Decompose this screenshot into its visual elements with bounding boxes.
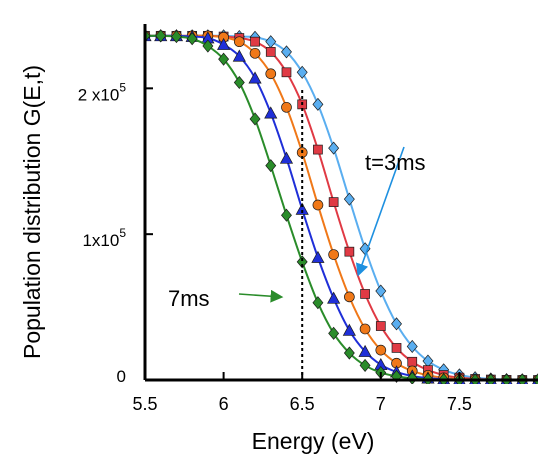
data-point — [249, 112, 261, 126]
data-point — [202, 39, 214, 53]
data-point — [281, 101, 292, 113]
data-point — [217, 37, 231, 50]
data-point — [264, 106, 278, 119]
data-point — [342, 323, 356, 336]
data-point — [375, 284, 387, 298]
data-point — [248, 71, 262, 84]
series-line — [145, 34, 538, 382]
data-point — [312, 97, 324, 111]
data-point — [249, 47, 261, 59]
data-point — [343, 346, 355, 360]
y-tick-label: 2 x105 — [78, 80, 127, 104]
series-2 — [145, 30, 538, 384]
x-tick-label: 6.5 — [290, 394, 315, 414]
x-tick-label: 5.5 — [132, 394, 157, 414]
data-point — [391, 317, 402, 331]
series-line — [145, 34, 538, 382]
axes-layer — [143, 24, 538, 382]
data-point — [311, 250, 325, 263]
data-point — [358, 344, 372, 357]
series-line — [145, 34, 538, 381]
data-point — [328, 197, 339, 207]
data-point — [406, 339, 418, 354]
data-point — [218, 52, 230, 66]
x-tick-label: 7.5 — [447, 394, 472, 414]
data-point — [265, 47, 276, 57]
data-point — [281, 67, 292, 78]
annotation-7ms-arrow — [238, 289, 284, 303]
x-tick-label: 6 — [219, 394, 229, 414]
data-point — [360, 289, 370, 299]
data-point — [296, 65, 308, 79]
data-point — [265, 68, 277, 80]
data-point — [233, 36, 245, 48]
series-1 — [145, 29, 538, 384]
y-tick-label: 0 — [117, 367, 126, 386]
annotation-7ms: 7ms — [168, 286, 210, 311]
x-axis-label: Energy (eV) — [252, 428, 375, 454]
annotations-layer: t=3ms 7ms — [168, 146, 426, 311]
data-point — [391, 343, 402, 353]
annotation-3ms: t=3ms — [365, 150, 426, 175]
data-point — [407, 356, 418, 367]
data-point — [279, 151, 294, 164]
data-point — [232, 49, 246, 62]
ticks-layer: 5.5 6 6.5 7 7.5 0 1x105 2 x105 — [78, 80, 472, 414]
x-tick-label: 7 — [376, 394, 386, 414]
data-point — [281, 45, 292, 59]
data-point — [250, 36, 260, 47]
data-point — [312, 296, 324, 310]
data-point — [312, 199, 324, 211]
data-point — [343, 192, 355, 206]
y-axis-label: Population distribution G(E,t) — [19, 65, 45, 359]
data-point — [375, 321, 386, 331]
data-point — [295, 202, 309, 215]
data-point — [327, 291, 341, 304]
data-point — [344, 246, 355, 257]
data-point — [155, 29, 167, 43]
data-point — [265, 159, 277, 173]
data-point — [328, 249, 339, 260]
data-point — [233, 75, 245, 90]
data-point — [344, 291, 355, 303]
series-line — [145, 34, 538, 382]
series-4 — [145, 29, 538, 384]
data-point — [281, 208, 292, 222]
data-point — [296, 255, 308, 269]
series-layer — [145, 29, 538, 384]
data-point — [328, 326, 340, 340]
data-point — [359, 358, 371, 372]
data-point — [375, 344, 387, 356]
data-point — [186, 32, 198, 46]
series-line — [145, 34, 538, 382]
data-point — [313, 144, 323, 155]
data-point — [328, 141, 340, 155]
data-point — [170, 30, 182, 44]
annotation-3ms-arrow — [355, 146, 405, 277]
data-point — [265, 35, 277, 49]
series-5 — [145, 29, 538, 384]
y-tick-label: 1x105 — [82, 226, 126, 250]
series-3 — [145, 30, 538, 384]
data-point — [359, 323, 371, 335]
